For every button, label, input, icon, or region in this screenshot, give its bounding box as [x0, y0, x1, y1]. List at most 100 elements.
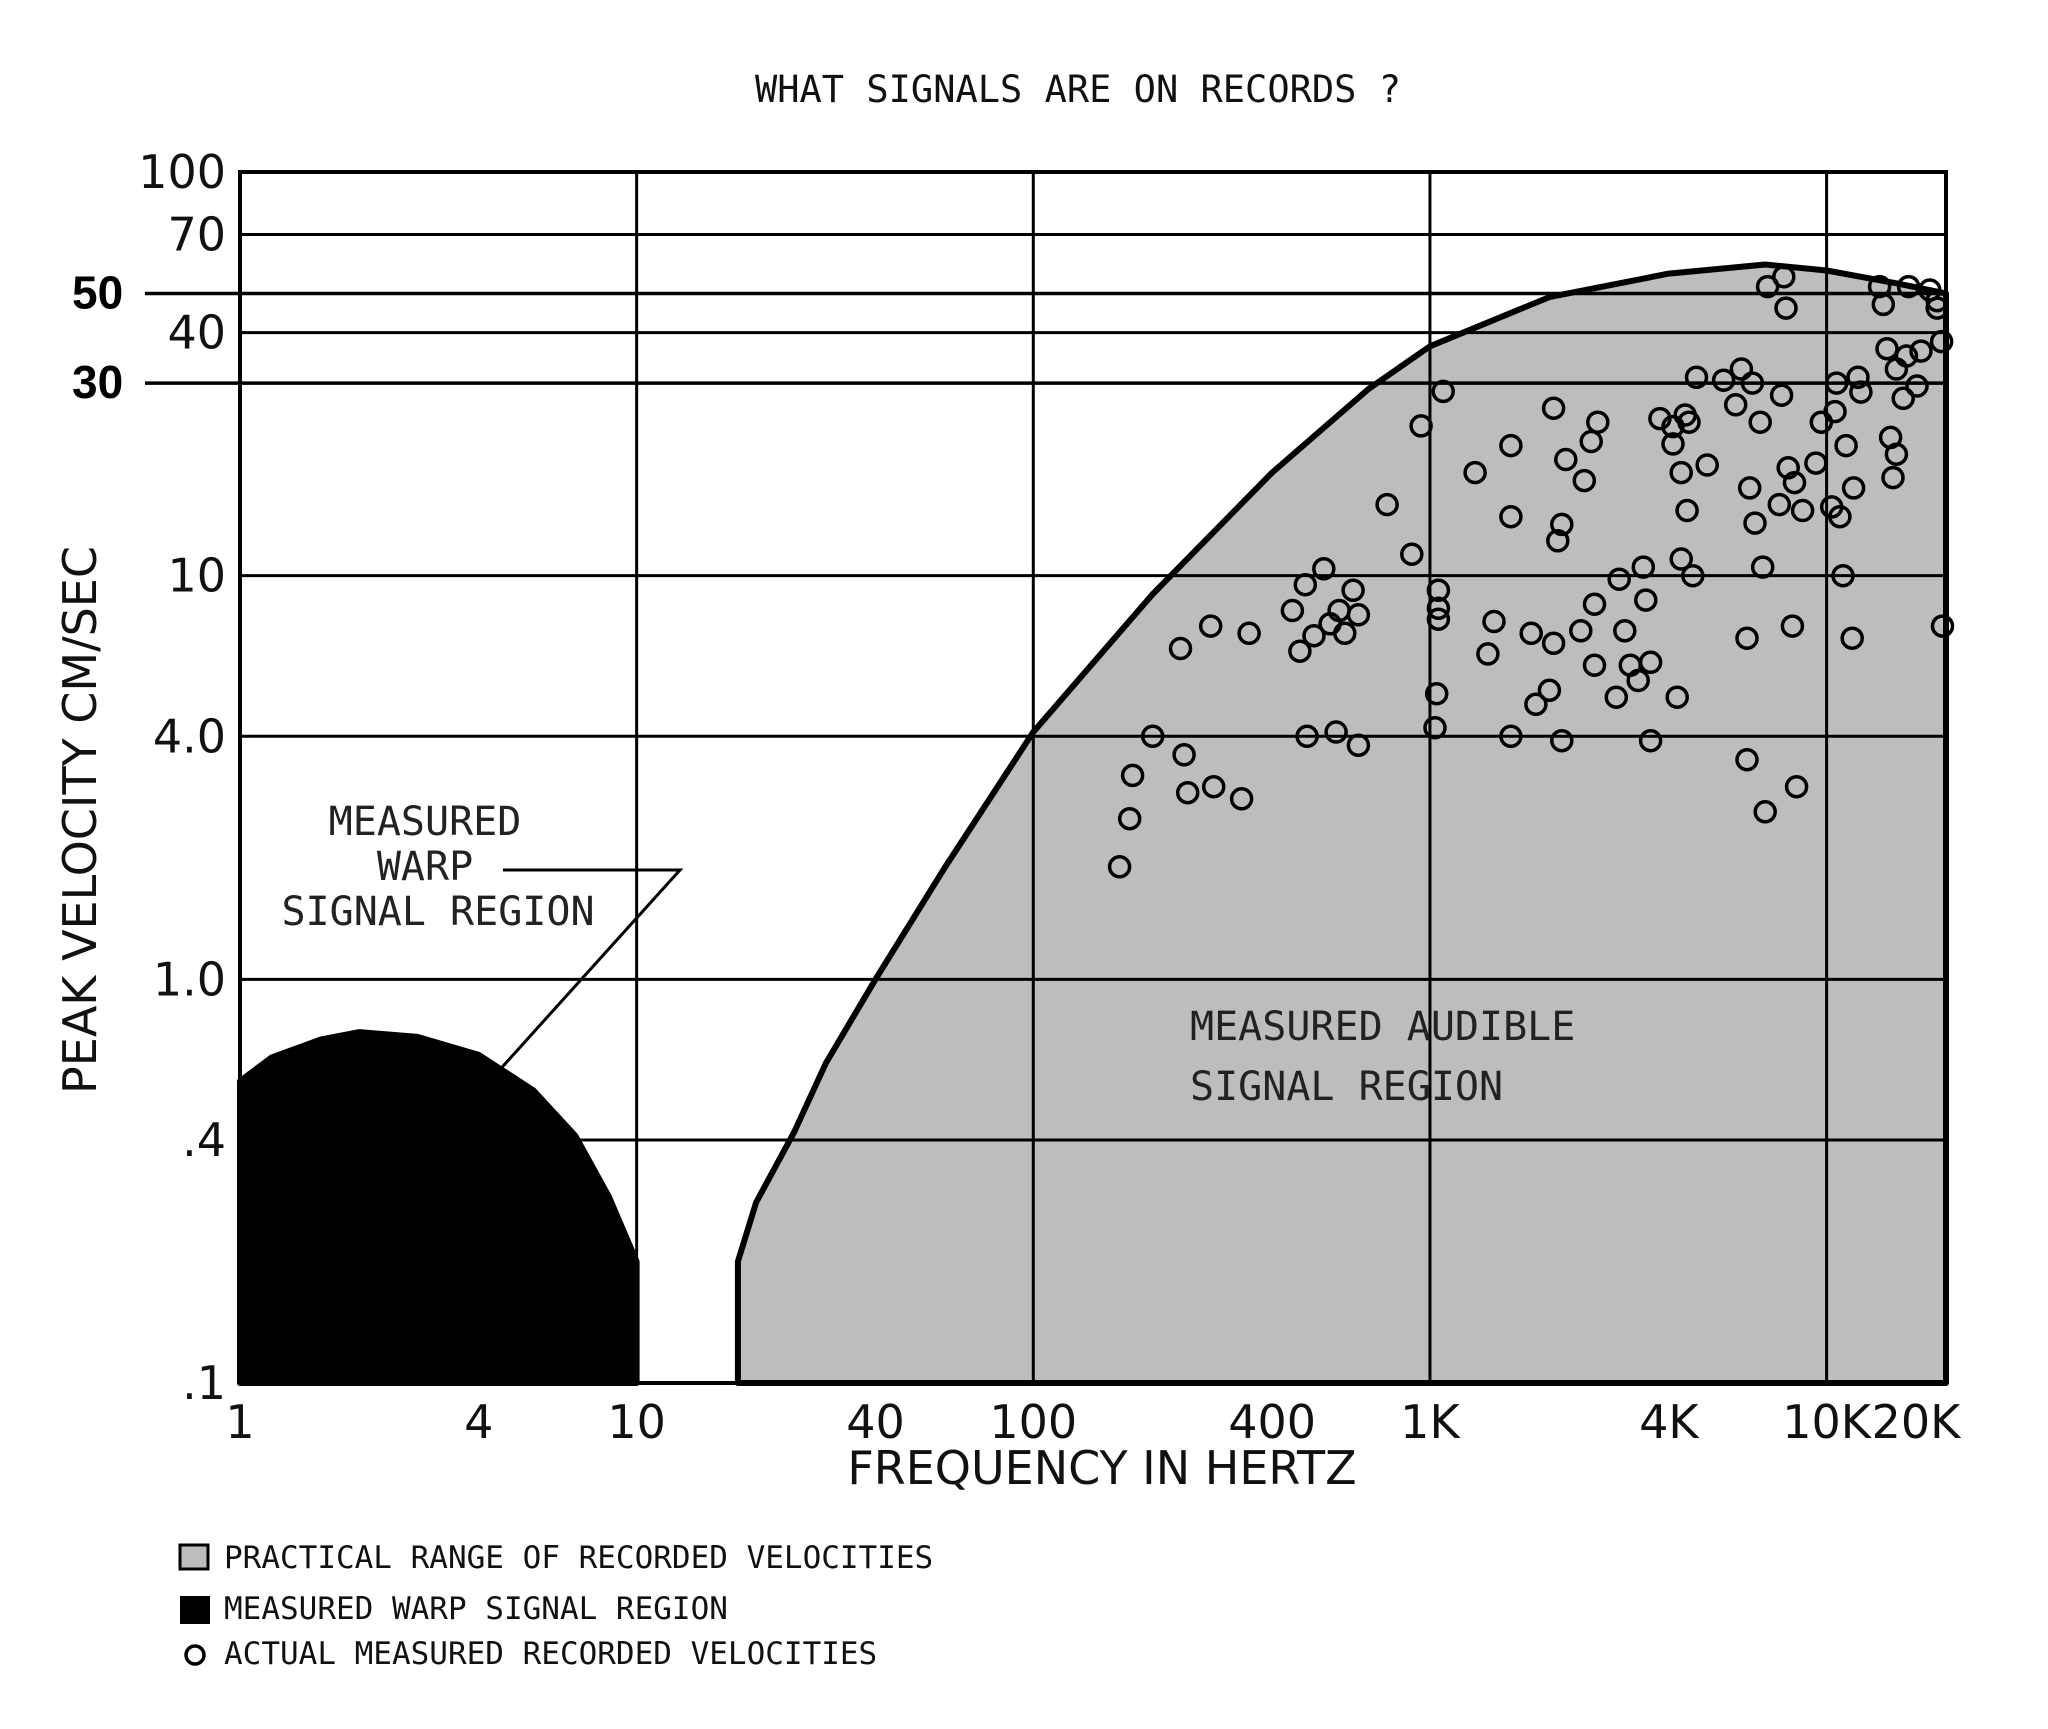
data-point — [1894, 344, 1919, 368]
data-point — [1767, 492, 1792, 517]
data-point — [1280, 598, 1305, 623]
data-point — [1748, 410, 1772, 434]
data-point — [1930, 614, 1955, 638]
y-tick-label: .1 — [182, 1356, 226, 1410]
data-point — [1740, 371, 1765, 395]
legend-label-measured-velocities: ACTUAL MEASURED RECORDED VELOCITIES — [224, 1636, 877, 1672]
x-tick-label: 10K — [1782, 1395, 1873, 1449]
data-point — [1550, 512, 1574, 537]
data-point — [1499, 724, 1523, 749]
data-point — [1463, 460, 1487, 485]
x-tick-label: 10 — [607, 1395, 666, 1449]
data-point — [1482, 609, 1506, 634]
data-point — [1743, 511, 1767, 535]
highlight-label-50: 50 — [72, 267, 123, 319]
data-point — [1884, 442, 1909, 466]
data-point — [1426, 596, 1451, 621]
warp-annotation-arrowhead — [487, 1060, 506, 1088]
data-point — [1891, 386, 1915, 411]
audible-annotation: MEASURED AUDIBLE SIGNAL REGION — [1190, 1004, 1575, 1110]
data-point — [1638, 650, 1663, 675]
data-point — [1804, 451, 1828, 475]
x-tick-label: 1 — [225, 1395, 254, 1449]
data-point — [1541, 396, 1566, 420]
data-point — [1780, 614, 1805, 638]
data-point — [1750, 555, 1775, 579]
legend-label-practical-range: PRACTICAL RANGE OF RECORDED VELOCITIES — [224, 1540, 933, 1576]
data-point — [1375, 492, 1399, 517]
data-point — [1613, 619, 1637, 643]
data-point — [1735, 747, 1759, 772]
data-point — [1302, 623, 1326, 648]
audible-annotation-line-1: MEASURED AUDIBLE — [1190, 1004, 1575, 1050]
legend: PRACTICAL RANGE OF RECORDED VELOCITIES M… — [178, 1540, 933, 1672]
y-tick-label: 10 — [167, 549, 226, 603]
data-point — [1669, 547, 1693, 571]
legend-label-warp-region: MEASURED WARP SIGNAL REGION — [224, 1591, 728, 1627]
data-point — [1695, 453, 1719, 477]
data-point — [1881, 465, 1905, 490]
y-tick-label: .4 — [182, 1113, 226, 1167]
data-point — [1841, 476, 1866, 500]
data-point — [1168, 636, 1193, 661]
data-point — [1423, 715, 1447, 740]
y-tick-label: 100 — [138, 145, 226, 199]
warp-annotation-line-1: MEASURED — [329, 799, 522, 845]
data-point — [1229, 787, 1254, 811]
data-point — [1569, 619, 1593, 643]
data-point — [1541, 631, 1566, 656]
audible-annotation-line-2: SIGNAL REGION — [1190, 1064, 1503, 1110]
data-point — [1824, 371, 1849, 395]
data-point — [1875, 336, 1899, 361]
data-point — [1784, 774, 1809, 799]
axis-tick-labels: 1 4 10 40 100 400 1K 4K 10K 20K .1 .4 1.0 4.0 10 40 70 10… — [138, 145, 1962, 1449]
warp-annotation-line-2: WARP — [377, 844, 473, 890]
data-point — [1476, 642, 1500, 666]
data-point — [1772, 265, 1796, 289]
x-tick-label: 1K — [1400, 1395, 1461, 1449]
y-tick-label: 4.0 — [153, 709, 226, 763]
audible-signal-region — [734, 261, 1949, 1386]
data-point — [1782, 470, 1807, 495]
data-point — [1669, 460, 1693, 485]
data-point — [1753, 800, 1777, 824]
highlight-lines: 50 30 — [72, 267, 1946, 408]
data-point — [1675, 498, 1699, 523]
data-point — [1341, 578, 1365, 603]
data-point — [1117, 806, 1142, 831]
data-point — [1519, 621, 1543, 646]
data-point — [1604, 685, 1629, 709]
data-point — [1120, 763, 1145, 788]
data-point — [1840, 626, 1864, 650]
data-point — [1586, 410, 1610, 434]
data-point — [1198, 614, 1223, 638]
data-point — [1677, 410, 1701, 434]
data-point — [1849, 380, 1873, 404]
data-point — [1638, 728, 1663, 753]
data-point — [1400, 542, 1424, 566]
data-point — [1665, 685, 1689, 709]
data-point — [1431, 379, 1455, 404]
data-point — [1661, 414, 1685, 439]
y-tick-label: 1.0 — [153, 952, 226, 1006]
legend-circle-icon — [184, 1644, 206, 1666]
x-tick-label: 20K — [1872, 1395, 1963, 1449]
x-tick-label: 400 — [1228, 1395, 1316, 1449]
data-point — [1499, 504, 1523, 529]
data-point — [1426, 578, 1451, 603]
data-point — [1681, 563, 1705, 588]
data-point — [1524, 692, 1548, 717]
y-tick-label: 40 — [167, 306, 226, 360]
data-point — [1312, 557, 1336, 581]
data-point — [1426, 607, 1451, 631]
data-point — [1684, 365, 1709, 390]
data-point — [1661, 432, 1685, 456]
data-point — [1546, 529, 1570, 553]
data-point — [1346, 733, 1371, 758]
legend-black-box-icon — [180, 1596, 210, 1624]
warp-annotation-line-3: SIGNAL REGION — [281, 889, 594, 935]
data-point — [1846, 365, 1870, 390]
data-point — [1175, 780, 1200, 805]
legend-gray-box-icon — [178, 1543, 210, 1571]
chart-grid — [238, 170, 1948, 1385]
